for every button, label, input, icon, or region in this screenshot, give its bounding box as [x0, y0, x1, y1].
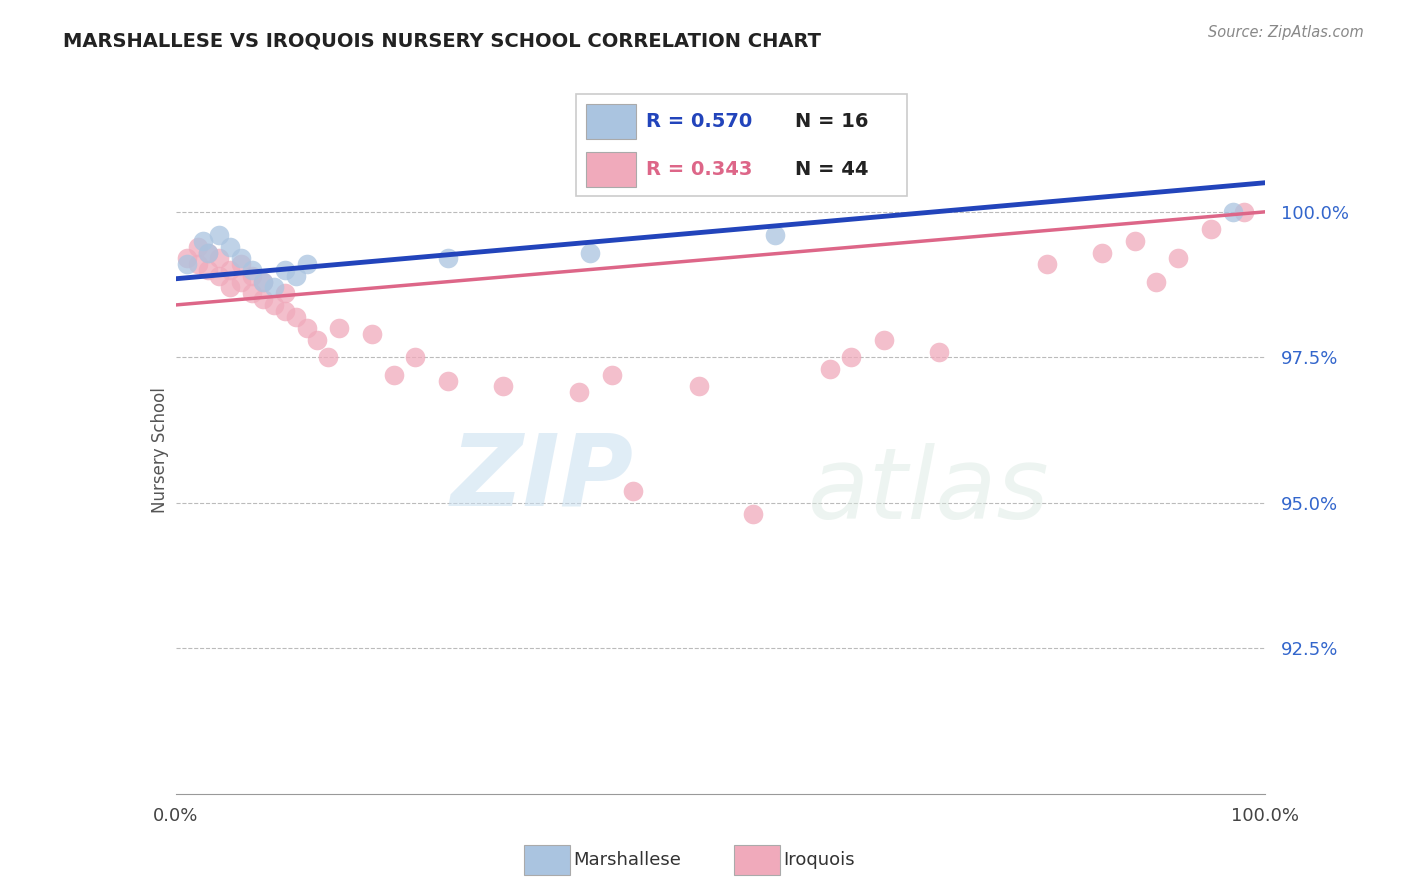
FancyBboxPatch shape: [576, 94, 907, 196]
Point: [841, 351, 863, 365]
Point: [1222, 204, 1244, 219]
Point: [263, 280, 285, 294]
FancyBboxPatch shape: [523, 845, 569, 875]
Point: [742, 508, 765, 522]
Point: [284, 310, 307, 324]
Point: [568, 385, 591, 400]
Point: [219, 263, 242, 277]
Point: [1146, 275, 1168, 289]
Point: [1233, 204, 1256, 219]
Point: [1199, 222, 1222, 236]
Point: [197, 263, 219, 277]
Point: [873, 333, 896, 347]
Point: [197, 245, 219, 260]
Text: Iroquois: Iroquois: [783, 851, 855, 869]
Point: [240, 263, 263, 277]
Point: [307, 333, 329, 347]
Text: N = 16: N = 16: [794, 112, 868, 131]
Point: [252, 275, 274, 289]
Point: [295, 257, 318, 271]
Point: [252, 275, 274, 289]
Text: R = 0.570: R = 0.570: [645, 112, 752, 131]
Point: [274, 303, 297, 318]
Point: [208, 228, 231, 243]
Point: [328, 321, 350, 335]
Point: [231, 252, 253, 266]
Point: [191, 234, 214, 248]
Point: [240, 286, 263, 301]
Point: [219, 280, 242, 294]
Point: [579, 245, 602, 260]
Point: [208, 268, 231, 283]
FancyBboxPatch shape: [586, 104, 636, 139]
Point: [231, 257, 253, 271]
Point: [492, 379, 515, 393]
Point: [197, 245, 219, 260]
Point: [437, 374, 460, 388]
Point: [437, 252, 460, 266]
Point: [186, 240, 209, 254]
Point: [405, 351, 427, 365]
Point: [600, 368, 623, 382]
Point: [361, 326, 384, 341]
Point: [763, 228, 786, 243]
Point: [240, 268, 263, 283]
Text: MARSHALLESE VS IROQUOIS NURSERY SCHOOL CORRELATION CHART: MARSHALLESE VS IROQUOIS NURSERY SCHOOL C…: [63, 31, 821, 50]
Point: [186, 257, 209, 271]
Text: N = 44: N = 44: [794, 160, 868, 179]
Point: [688, 379, 710, 393]
Point: [274, 263, 297, 277]
Point: [252, 292, 274, 306]
Point: [263, 298, 285, 312]
Point: [284, 268, 307, 283]
Point: [818, 362, 841, 376]
Y-axis label: Nursery School: Nursery School: [150, 387, 169, 514]
Point: [382, 368, 405, 382]
Point: [208, 252, 231, 266]
Point: [219, 240, 242, 254]
Point: [274, 286, 297, 301]
Point: [1036, 257, 1059, 271]
Text: atlas: atlas: [807, 443, 1049, 541]
Text: ZIP: ZIP: [450, 429, 633, 526]
Point: [176, 252, 198, 266]
Point: [928, 344, 950, 359]
Text: R = 0.343: R = 0.343: [645, 160, 752, 179]
Point: [318, 351, 340, 365]
Point: [1123, 234, 1146, 248]
Point: [1091, 245, 1114, 260]
Text: Source: ZipAtlas.com: Source: ZipAtlas.com: [1208, 25, 1364, 40]
Point: [295, 321, 318, 335]
Point: [231, 275, 253, 289]
Point: [621, 484, 644, 499]
Text: Marshallese: Marshallese: [574, 851, 681, 869]
FancyBboxPatch shape: [734, 845, 780, 875]
Point: [176, 257, 198, 271]
FancyBboxPatch shape: [586, 153, 636, 187]
Point: [1167, 252, 1189, 266]
